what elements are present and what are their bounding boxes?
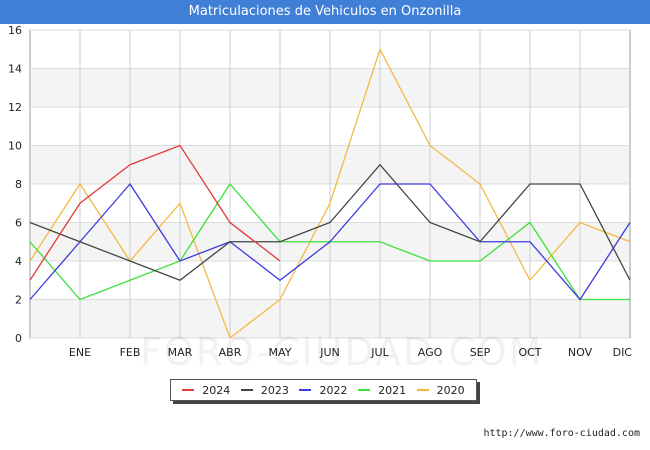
- legend-label: 2024: [202, 383, 231, 397]
- legend-item-2020: 2020: [416, 383, 465, 397]
- y-tick-label: 14: [8, 63, 22, 76]
- x-tick-label: OCT: [518, 346, 541, 359]
- legend-label: 2023: [260, 383, 289, 397]
- x-tick-label: MAR: [168, 346, 193, 359]
- x-axis-ticks: ENE FEB MAR ABR MAY JUN JUL AGO SEP OCT NOV DIC: [69, 346, 632, 359]
- y-tick-label: 4: [15, 255, 22, 268]
- x-tick-label: AGO: [418, 346, 443, 359]
- legend-swatch: [416, 389, 429, 391]
- y-tick-label: 8: [15, 178, 22, 191]
- y-tick-label: 16: [8, 24, 22, 37]
- y-tick-label: 2: [15, 294, 22, 307]
- y-tick-label: 12: [8, 101, 22, 114]
- legend-item-2022: 2022: [299, 384, 347, 397]
- x-tick-label: ABR: [219, 346, 242, 359]
- x-tick-label: JUN: [319, 346, 340, 359]
- x-tick-label: DIC: [613, 346, 633, 359]
- legend-label: 2020: [436, 383, 465, 397]
- series-lines: [29, 47, 631, 340]
- y-tick-label: 0: [15, 332, 22, 345]
- footer-url: http://www.foro-ciudad.com: [483, 428, 640, 439]
- x-tick-label: MAY: [269, 346, 292, 359]
- y-axis-ticks: 0 2 4 6 8 10 12 14 16: [8, 24, 22, 345]
- legend-item-2021: 2021: [358, 384, 406, 397]
- y-tick-label: 6: [15, 217, 22, 230]
- x-tick-label: FEB: [120, 346, 141, 359]
- watermark: FORO-CIUDAD.COM: [140, 330, 544, 374]
- x-tick-label: JUL: [370, 346, 389, 359]
- legend-item-2023: 2023: [240, 383, 289, 397]
- series-line-2022: [29, 182, 631, 301]
- chart-title: Matriculaciones de Vehiculos en Onzonill…: [0, 0, 650, 24]
- legend-label: 2021: [378, 383, 407, 397]
- series-line-2024: [29, 144, 281, 281]
- x-tick-label: SEP: [470, 346, 491, 359]
- legend-swatch: [299, 389, 312, 391]
- legend-label: 2022: [319, 383, 348, 397]
- legend-swatch: [240, 389, 253, 391]
- legend-item-2024: 2024: [182, 384, 230, 397]
- series-line-2023: [29, 163, 631, 281]
- legend-swatch: [358, 389, 371, 391]
- legend-swatch: [182, 389, 195, 391]
- y-tick-label: 10: [8, 140, 22, 153]
- legend: 2024 2023 2022 2021 2020: [170, 379, 477, 401]
- x-tick-label: ENE: [69, 346, 91, 359]
- x-tick-label: NOV: [568, 346, 593, 359]
